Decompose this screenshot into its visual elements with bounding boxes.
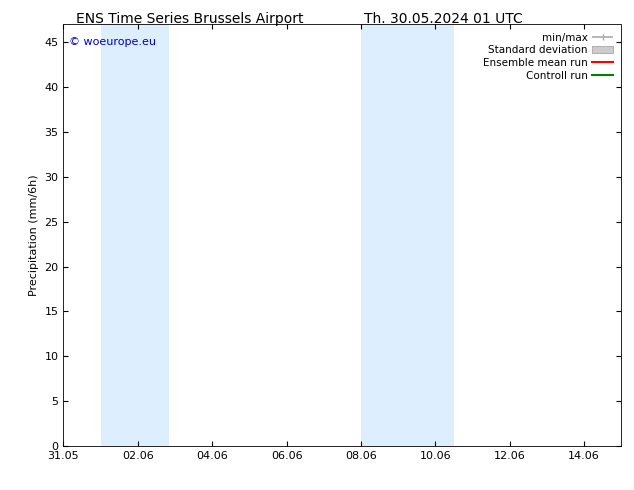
- Legend: min/max, Standard deviation, Ensemble mean run, Controll run: min/max, Standard deviation, Ensemble me…: [480, 30, 616, 84]
- Y-axis label: Precipitation (mm/6h): Precipitation (mm/6h): [29, 174, 39, 296]
- Bar: [361, 24, 454, 446]
- Text: © woeurope.eu: © woeurope.eu: [69, 37, 156, 47]
- Text: Th. 30.05.2024 01 UTC: Th. 30.05.2024 01 UTC: [365, 12, 523, 26]
- Text: ENS Time Series Brussels Airport: ENS Time Series Brussels Airport: [77, 12, 304, 26]
- Bar: [101, 24, 169, 446]
